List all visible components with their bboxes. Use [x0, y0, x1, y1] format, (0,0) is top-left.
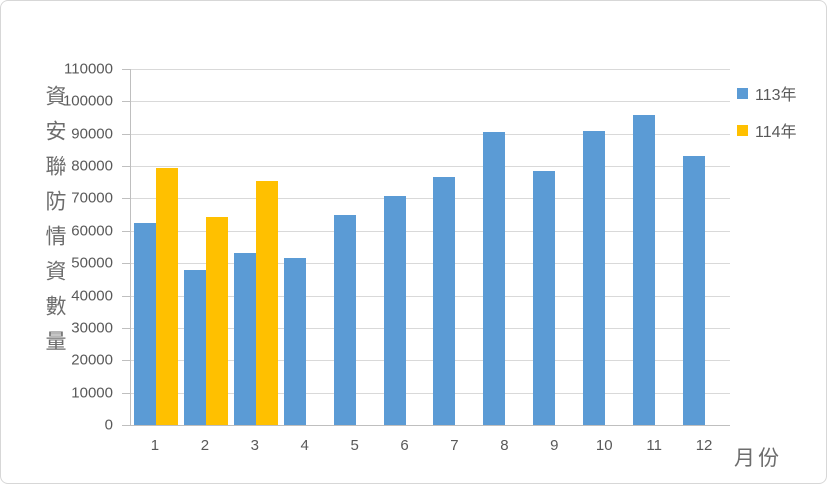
x-tick-label: 4 — [300, 437, 309, 454]
y-tick-mark — [122, 425, 130, 426]
bar-113年-month-7 — [433, 177, 456, 425]
y-tick-label: 60000 — [71, 222, 113, 240]
y-tick-label: 50000 — [71, 254, 113, 272]
y-axis-title: 資安聯防情資數量 — [43, 85, 66, 365]
plot-area — [130, 69, 730, 426]
bar-114年-month-3 — [255, 180, 278, 425]
y-tick-mark — [122, 360, 130, 362]
y-tick-label: 110000 — [64, 60, 113, 78]
bar-113年-month-2 — [183, 270, 206, 425]
gridline — [131, 360, 730, 362]
legend-item-114年: 114年 — [737, 118, 797, 142]
y-tick-mark — [122, 69, 130, 70]
y-tick-label: 70000 — [71, 189, 113, 207]
y-tick-mark — [122, 101, 130, 103]
x-tick-label: 5 — [350, 437, 359, 454]
gridline — [131, 327, 730, 329]
y-tick-mark — [122, 392, 130, 394]
y-tick-mark — [122, 133, 130, 135]
x-tick-label: 7 — [450, 437, 459, 454]
x-tick-label: 6 — [400, 437, 409, 454]
y-tick-label: 100000 — [62, 92, 113, 110]
x-tick-label: 9 — [550, 437, 559, 454]
y-tick-label: 30000 — [71, 319, 113, 337]
bar-113年-month-6 — [383, 196, 406, 425]
bar-113年-month-10 — [583, 130, 606, 425]
gridline — [131, 198, 730, 200]
x-tick-label: 2 — [200, 437, 210, 454]
y-tick-mark — [122, 230, 130, 232]
bar-113年-month-8 — [483, 132, 506, 425]
gridline — [131, 133, 730, 135]
legend-label: 113年 — [755, 87, 797, 104]
gridline — [131, 69, 730, 70]
y-tick-label: 90000 — [71, 125, 113, 143]
x-tick-label: 11 — [646, 437, 662, 454]
gridline — [131, 230, 730, 232]
bar-113年-month-3 — [233, 252, 256, 425]
x-axis-title: 月份 — [734, 447, 782, 470]
gridline — [131, 392, 730, 394]
gridline — [131, 101, 730, 103]
bar-114年-month-2 — [205, 216, 228, 425]
x-tick-label: 1 — [150, 437, 160, 454]
y-tick-label: 40000 — [71, 287, 113, 305]
y-tick-mark — [122, 166, 130, 168]
bar-113年-month-1 — [133, 222, 156, 425]
bar-113年-month-11 — [633, 114, 656, 425]
legend-item-113年: 113年 — [737, 81, 797, 105]
x-tick-label: 12 — [695, 437, 713, 454]
bar-113年-month-5 — [333, 214, 356, 425]
y-tick-mark — [122, 263, 130, 265]
y-tick-label: 10000 — [71, 384, 113, 402]
legend-label: 114年 — [755, 124, 797, 141]
bar-113年-month-9 — [533, 171, 556, 425]
bar-114年-month-1 — [155, 168, 178, 425]
x-tick-label: 8 — [500, 437, 509, 454]
gridline — [131, 295, 730, 297]
y-tick-label: 20000 — [71, 351, 113, 369]
y-tick-mark — [122, 198, 130, 200]
legend: 113年 114年 — [737, 81, 797, 155]
x-tick-label: 10 — [595, 437, 613, 454]
y-tick-label: 80000 — [71, 157, 113, 175]
bar-113年-month-12 — [683, 156, 706, 425]
y-tick-label: 0 — [104, 416, 113, 434]
gridline — [131, 166, 730, 168]
y-tick-mark — [122, 295, 130, 297]
bar-113年-month-4 — [283, 258, 306, 425]
legend-swatch-icon — [737, 87, 748, 99]
y-tick-mark — [122, 327, 130, 329]
gridline — [131, 263, 730, 265]
x-tick-label: 3 — [250, 437, 259, 454]
legend-swatch-icon — [737, 124, 748, 136]
